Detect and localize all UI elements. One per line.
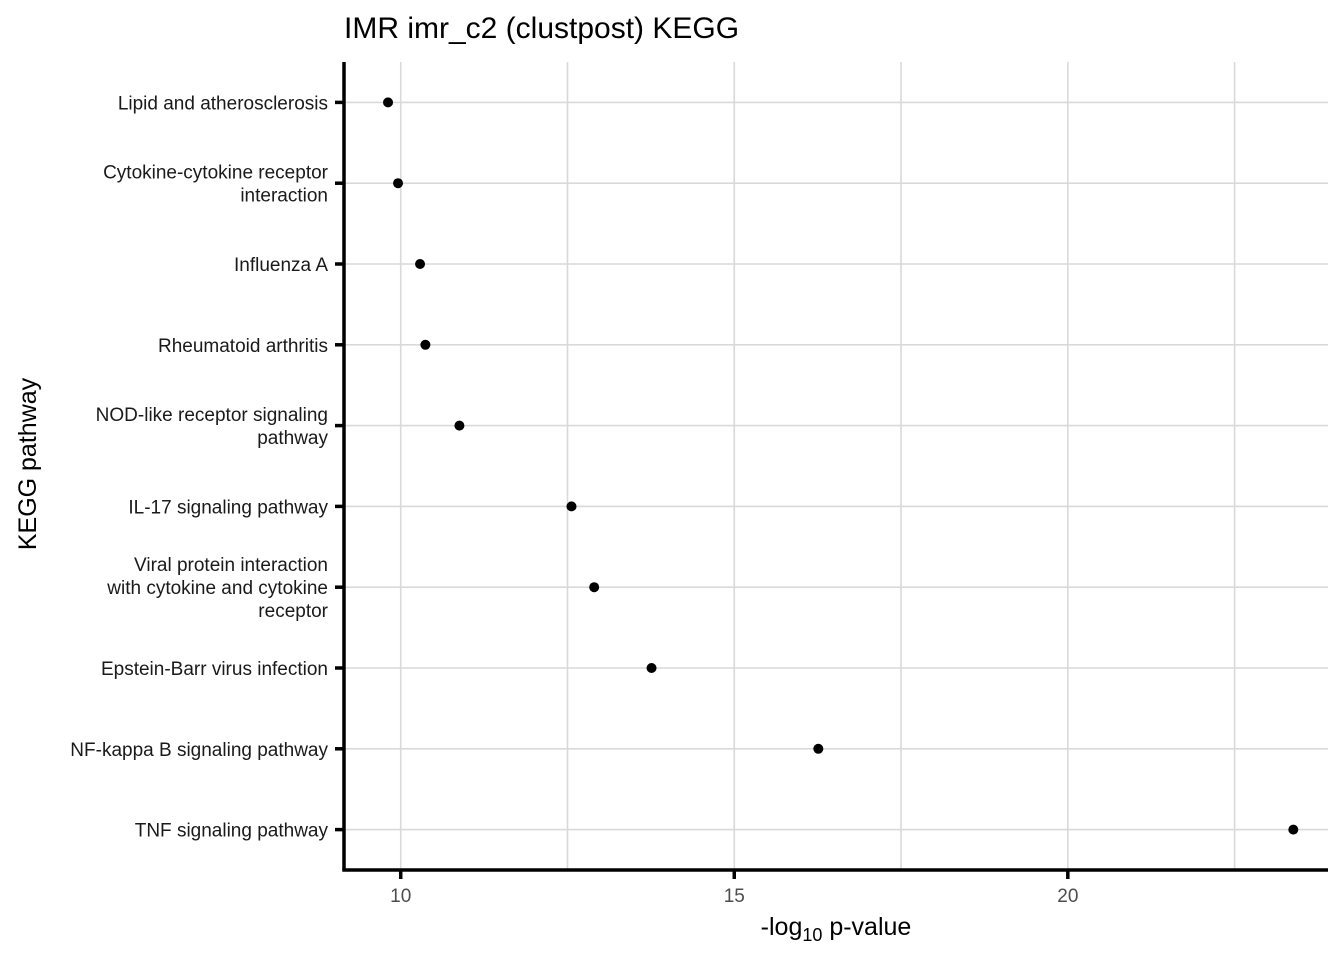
x-tick-label: 20 (1057, 886, 1078, 907)
data-point (420, 339, 431, 350)
y-tick-label: Viral protein interaction with cytokine a… (106, 555, 328, 622)
data-point (415, 259, 426, 269)
y-tick-label: NF-kappa B signaling pathway (70, 740, 328, 761)
x-tick-label: 15 (724, 886, 745, 907)
y-axis-label: KEGG pathway (14, 377, 42, 550)
y-tick-label: TNF signaling pathway (135, 821, 329, 842)
y-tick-label: Cytokine-cytokine receptor interaction (103, 163, 329, 207)
data-point (1288, 824, 1299, 835)
data-point (393, 178, 404, 189)
y-axis-tick-labels: Lipid and atherosclerosis Cytokine-cytoki… (70, 93, 328, 841)
y-tick-label: Influenza A (234, 255, 328, 276)
x-axis-label: -log10 p-value (761, 913, 912, 945)
chart-title: IMR imr_c2 (clustpost) KEGG (344, 12, 739, 45)
y-tick-label: Lipid and atherosclerosis (118, 93, 328, 114)
data-point (566, 501, 577, 512)
data-point (646, 663, 657, 673)
data-points (383, 97, 1299, 835)
data-point (454, 420, 465, 431)
x-tick-label: 10 (390, 886, 411, 907)
data-point (383, 97, 394, 108)
y-tick-label: IL-17 signaling pathway (128, 497, 328, 518)
y-tick-label: Rheumatoid arthritis (158, 336, 328, 357)
y-tick-label: NOD-like receptor signaling pathway (96, 405, 329, 449)
grid-lines (344, 62, 1328, 870)
y-tick-label: Epstein-Barr virus infection (101, 659, 328, 680)
x-axis-tick-labels: 10 15 20 (390, 886, 1078, 907)
data-point (813, 743, 824, 754)
data-point (589, 582, 600, 593)
axes (335, 62, 1328, 879)
